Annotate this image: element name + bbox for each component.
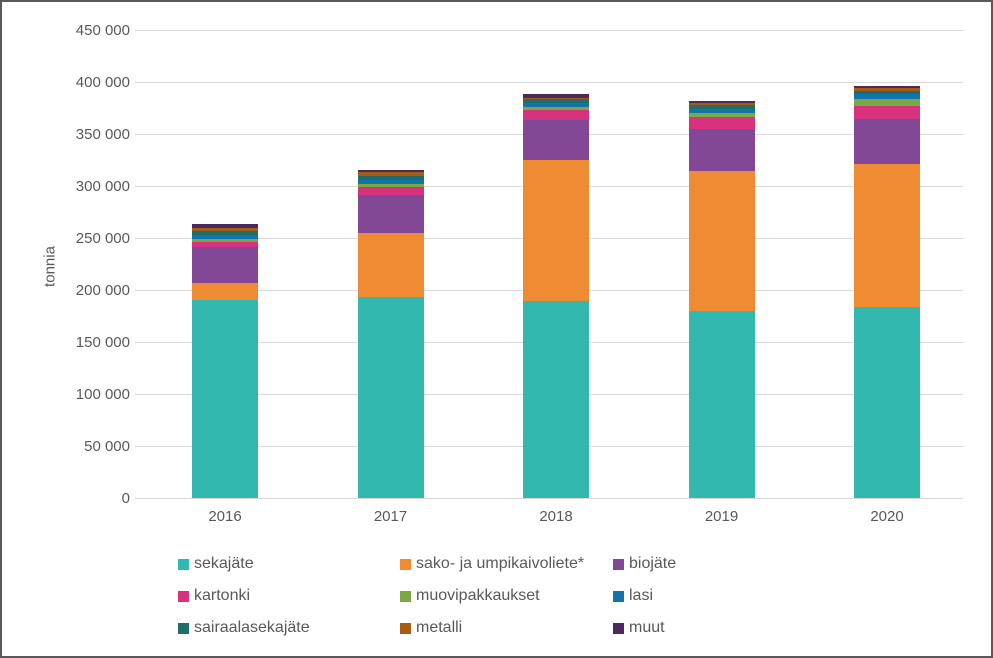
bar-segment-2020-kartonki <box>854 105 920 120</box>
bar-segment-2017-muut <box>357 170 424 173</box>
bar-segment-2018-sekaj-te <box>523 301 589 498</box>
legend-color-swatch <box>178 590 189 602</box>
legend-label: metalli <box>416 619 463 636</box>
bar-segment-2020-muut <box>854 86 920 89</box>
legend-color-swatch <box>613 622 624 634</box>
bar-segment-2017-lasi <box>357 179 424 184</box>
legend-item-sako-ja-umpikaivoliete-: sako- ja umpikaivoliete* <box>400 555 584 573</box>
legend-label: biojäte <box>629 555 677 572</box>
legend-label: sekajäte <box>194 555 254 572</box>
bar-segment-2020-sairaalasekaj-te <box>854 91 920 95</box>
bar-segment-2020-muovipakkaukset <box>854 98 920 106</box>
x-tick-label-2020: 2020 <box>870 508 904 525</box>
bar-segment-2018-muut <box>523 94 589 98</box>
bar-segment-2016-lasi <box>192 234 258 240</box>
bar-segment-2019-sekaj-te <box>688 310 755 498</box>
bar-segment-2018-lasi <box>523 102 589 107</box>
bar-segment-2019-lasi <box>688 109 755 114</box>
bar-segment-2019-kartonki <box>688 117 755 129</box>
bar-segment-2019-metalli <box>688 102 755 105</box>
bar-segment-2016-metalli <box>192 227 258 231</box>
bar-segment-2017-metalli <box>357 172 424 176</box>
gridline <box>135 498 963 499</box>
legend-label: kartonki <box>194 587 251 604</box>
bar-segment-2016-sako-ja-umpikaivoliete- <box>192 282 258 301</box>
bar-segment-2019-sairaalasekaj-te <box>688 104 755 110</box>
legend-color-swatch <box>178 558 189 570</box>
bar-segment-2020-sekaj-te <box>854 306 920 498</box>
bar-segment-2018-kartonki <box>523 110 589 121</box>
legend-item-muut: muut <box>613 619 665 637</box>
x-tick-label-2016: 2016 <box>208 508 242 525</box>
y-tick-label: 0 <box>121 490 130 507</box>
legend-color-swatch <box>400 622 411 634</box>
legend-color-swatch <box>613 590 624 602</box>
bar-segment-2016-muovipakkaukset <box>192 239 258 243</box>
y-tick-label: 200 000 <box>75 282 130 299</box>
x-tick-label-2018: 2018 <box>539 508 573 525</box>
bar-segment-2016-sairaalasekaj-te <box>192 230 258 235</box>
bar-segment-2018-metalli <box>523 97 589 99</box>
bar-segment-2017-bioj-te <box>357 195 424 233</box>
y-tick-label: 100 000 <box>75 386 130 403</box>
legend-item-metalli: metalli <box>400 619 462 637</box>
y-tick-label: 250 000 <box>75 230 130 247</box>
y-tick-label: 300 000 <box>75 178 130 195</box>
legend-item-sekaj-te: sekajäte <box>178 555 254 573</box>
gridline <box>135 82 963 83</box>
bar-segment-2016-sekaj-te <box>192 300 258 498</box>
bar-segment-2018-muovipakkaukset <box>523 106 589 111</box>
x-tick-label-2019: 2019 <box>704 508 739 525</box>
x-tick-label-2017: 2017 <box>373 508 408 525</box>
y-tick-label: 350 000 <box>75 126 130 143</box>
y-tick-label: 450 000 <box>75 22 130 39</box>
bar-segment-2017-kartonki <box>357 187 424 196</box>
bar-segment-2018-bioj-te <box>523 120 589 160</box>
legend-item-sairaalasekaj-te: sairaalasekajäte <box>178 619 310 637</box>
bar-segment-2016-kartonki <box>192 242 258 248</box>
bar-segment-2020-metalli <box>854 88 920 92</box>
legend-color-swatch <box>178 622 189 634</box>
bar-segment-2018-sako-ja-umpikaivoliete- <box>523 160 589 302</box>
bar-segment-2018-sairaalasekaj-te <box>523 98 589 103</box>
y-tick-label: 150 000 <box>75 334 130 351</box>
legend-label: muovipakkaukset <box>416 587 540 604</box>
legend-color-swatch <box>400 590 411 602</box>
bar-segment-2017-sekaj-te <box>357 297 424 498</box>
bar-segment-2016-muut <box>192 224 258 228</box>
legend-label: muut <box>629 619 665 636</box>
legend-label: sako- ja umpikaivoliete* <box>416 555 585 572</box>
y-tick-label: 400 000 <box>75 74 130 91</box>
y-tick-label: 50 000 <box>84 438 130 455</box>
bar-segment-2016-bioj-te <box>192 247 258 283</box>
legend-color-swatch <box>400 558 411 570</box>
bar-segment-2019-muovipakkaukset <box>688 113 755 118</box>
legend-item-bioj-te: biojäte <box>613 555 676 573</box>
bar-segment-2020-sako-ja-umpikaivoliete- <box>854 164 920 307</box>
legend-label: sairaalasekajäte <box>194 619 310 636</box>
bar-segment-2017-muovipakkaukset <box>357 183 424 188</box>
bar-segment-2020-lasi <box>854 94 920 99</box>
bar-segment-2019-sako-ja-umpikaivoliete- <box>688 171 755 311</box>
legend-label: lasi <box>629 587 654 604</box>
bar-segment-2017-sairaalasekaj-te <box>357 175 424 180</box>
legend-color-swatch <box>613 558 624 570</box>
bar-segment-2020-bioj-te <box>854 119 920 165</box>
legend-item-kartonki: kartonki <box>178 587 250 605</box>
legend-item-muovipakkaukset: muovipakkaukset <box>400 587 540 605</box>
legend-item-lasi: lasi <box>613 587 653 605</box>
bar-segment-2019-muut <box>688 100 755 103</box>
gridline <box>135 30 963 31</box>
bar-segment-2019-bioj-te <box>688 128 755 172</box>
bar-segment-2017-sako-ja-umpikaivoliete- <box>357 232 424 298</box>
